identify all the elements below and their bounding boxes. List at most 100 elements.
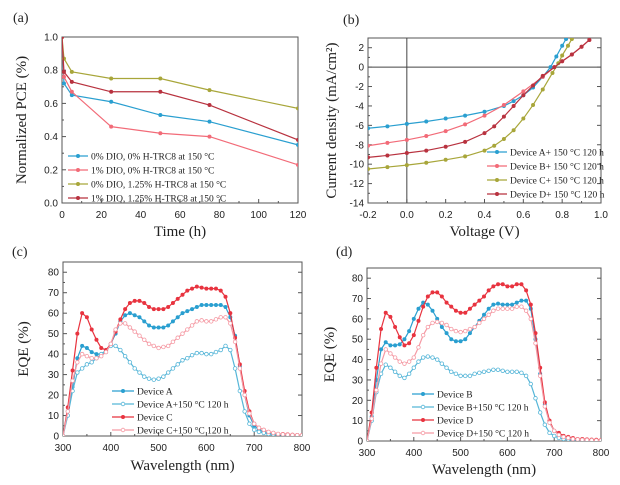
data-point [94, 356, 99, 361]
legend-entry: Device B [412, 390, 473, 400]
data-point [383, 340, 388, 345]
data-point [296, 137, 298, 142]
data-point [383, 310, 388, 315]
data-point [113, 343, 118, 349]
data-point [368, 155, 370, 160]
y-tick-label: 30 [48, 370, 60, 381]
data-point [266, 429, 271, 435]
legend-label: Device C+150 °C 120 h [137, 425, 229, 436]
legend-entry: Device C+ 150 °C 120 h [487, 175, 604, 186]
data-point [185, 327, 190, 332]
data-point [99, 345, 104, 350]
data-point [411, 365, 416, 370]
data-point [223, 294, 228, 299]
data-point [397, 359, 402, 364]
legend-marker [76, 154, 80, 158]
data-point [151, 377, 157, 382]
y-tick-label: 0.8 [44, 66, 58, 77]
data-point [547, 420, 552, 425]
legend-label: Device A+150 °C 120 h [137, 399, 229, 410]
data-point [467, 306, 472, 311]
data-point [132, 313, 137, 318]
data-point [443, 116, 448, 121]
data-point [481, 369, 487, 374]
data-point [388, 343, 393, 348]
y-tick-label: -6 [355, 121, 364, 132]
data-point [404, 121, 409, 126]
y-tick-label: 80 [48, 268, 60, 279]
data-point [482, 131, 487, 136]
data-point [514, 282, 519, 287]
data-point [496, 301, 501, 306]
data-point [89, 327, 94, 332]
x-tick-label: 1.0 [594, 210, 608, 221]
data-point [598, 438, 601, 441]
data-point [505, 369, 510, 374]
legend-label: Device A+ 150 °C 120 h [510, 147, 604, 158]
data-point [147, 323, 152, 328]
data-point [402, 361, 407, 366]
x-tick-label: 0.4 [478, 210, 492, 221]
data-point [501, 136, 506, 141]
legend-entry: 0% DIO, 1.25% H-TRC8 at 150 °C [68, 179, 226, 190]
data-point [127, 360, 133, 365]
y-tick-label: 0 [358, 63, 364, 74]
data-point [393, 343, 398, 348]
data-point [511, 99, 516, 104]
data-point [175, 315, 180, 320]
plot-frame [61, 36, 299, 204]
data-point [533, 341, 538, 346]
x-axis-title: Voltage (V) [449, 224, 519, 240]
data-point [463, 337, 468, 342]
data-point [510, 302, 515, 307]
data-point [514, 304, 519, 309]
data-point [404, 151, 409, 156]
data-point [142, 374, 147, 379]
data-point [223, 315, 228, 320]
data-point [151, 343, 157, 349]
legend-entry: Device D [412, 416, 473, 426]
data-point [453, 308, 458, 313]
data-point [118, 317, 123, 322]
data-point [491, 308, 496, 313]
data-point [295, 432, 300, 436]
data-point [79, 366, 85, 371]
data-point [524, 288, 529, 293]
data-point [299, 433, 302, 436]
data-point [481, 316, 487, 322]
data-point [420, 332, 426, 338]
data-point [109, 124, 114, 129]
y-tick-label: -14 [350, 199, 365, 210]
data-point [458, 373, 463, 379]
data-point [552, 428, 557, 434]
data-point [146, 341, 152, 347]
data-point [175, 296, 180, 301]
data-point [223, 343, 228, 349]
data-point [404, 137, 409, 142]
data-point [482, 113, 487, 118]
data-point [550, 70, 555, 75]
data-point [388, 314, 393, 319]
data-point [213, 317, 219, 322]
data-point [509, 306, 515, 311]
data-point [368, 167, 370, 172]
data-point [564, 38, 569, 41]
data-point [416, 306, 421, 311]
data-point [185, 309, 190, 314]
data-point [402, 343, 407, 348]
data-point [425, 302, 430, 307]
data-point [194, 305, 199, 310]
y-tick-label: 0.2 [44, 165, 58, 176]
series-4 [63, 315, 302, 436]
data-point [421, 304, 426, 309]
data-point [463, 139, 468, 144]
data-point [449, 326, 454, 332]
data-point [137, 370, 142, 375]
x-tick-label: 60 [174, 210, 186, 221]
data-point [533, 331, 538, 336]
y-tick-label: -10 [350, 160, 365, 171]
data-point [420, 355, 426, 360]
data-point [385, 124, 390, 129]
data-point [218, 288, 223, 293]
x-tick-label: 20 [96, 210, 108, 221]
